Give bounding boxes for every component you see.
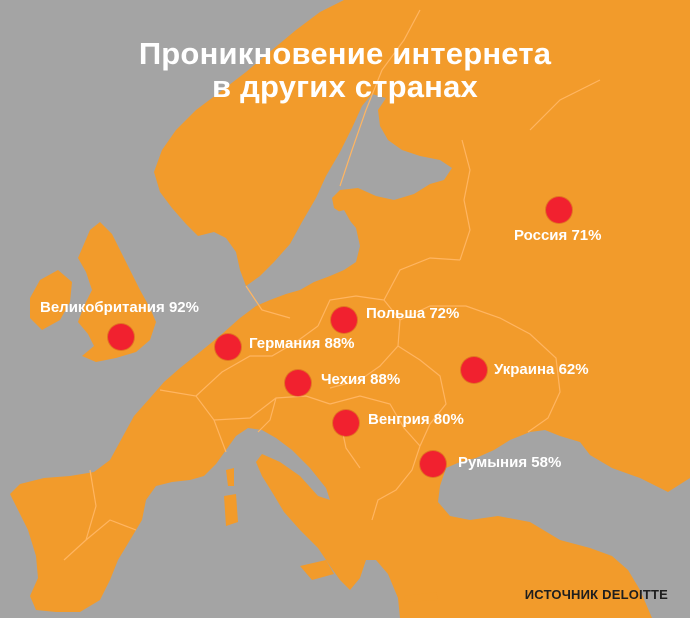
label-russia-name: Россия (514, 227, 568, 244)
label-poland: Польша 72% (366, 305, 459, 323)
label-uk-value: 92% (168, 299, 199, 316)
label-romania: Румыния 58% (458, 454, 561, 472)
label-russia-value: 71% (571, 227, 602, 244)
label-hungary: Венгрия 80% (368, 411, 464, 429)
label-russia: Россия 71% (514, 227, 601, 245)
label-hungary-name: Венгрия (368, 411, 430, 428)
sardinia-landmass (224, 494, 238, 526)
map-title-line-2: в других странах (212, 69, 478, 104)
label-germany-name: Германия (249, 335, 321, 352)
corsica-landmass (226, 468, 234, 486)
marker-romania[interactable] (420, 451, 446, 477)
marker-russia[interactable] (546, 197, 572, 223)
marker-poland[interactable] (331, 307, 357, 333)
ireland-landmass (30, 270, 72, 330)
marker-hungary[interactable] (333, 410, 359, 436)
label-germany-value: 88% (324, 335, 355, 352)
map-title-line-1: Проникновение интернета (138, 36, 552, 71)
label-romania-value: 58% (531, 454, 562, 471)
country-borders (63, 9, 601, 561)
marker-uk[interactable] (108, 324, 134, 350)
label-germany: Германия 88% (249, 335, 355, 353)
marker-czech[interactable] (285, 370, 311, 396)
marker-ukraine[interactable] (461, 357, 487, 383)
label-poland-name: Польша (366, 305, 426, 322)
label-ukraine: Украина 62% (494, 361, 589, 379)
label-poland-value: 72% (429, 305, 460, 322)
label-hungary-value: 80% (433, 411, 464, 428)
source-credit: ИСТОЧНИК DELOITTE (524, 587, 668, 602)
crete-landmass (404, 592, 438, 602)
label-czech-name: Чехия (321, 371, 366, 388)
black-sea (450, 446, 594, 504)
baltic-sea (306, 210, 352, 268)
label-uk: Великобритания 92% (40, 299, 199, 317)
label-czech: Чехия 88% (321, 371, 400, 389)
marker-germany[interactable] (215, 334, 241, 360)
great-britain-landmass (78, 222, 156, 362)
label-romania-name: Румыния (458, 454, 528, 471)
label-czech-value: 88% (370, 371, 401, 388)
label-ukraine-value: 62% (558, 361, 589, 378)
label-uk-name: Великобритания (40, 299, 165, 316)
sicily-landmass (300, 560, 334, 580)
label-ukraine-name: Украина (494, 361, 555, 378)
